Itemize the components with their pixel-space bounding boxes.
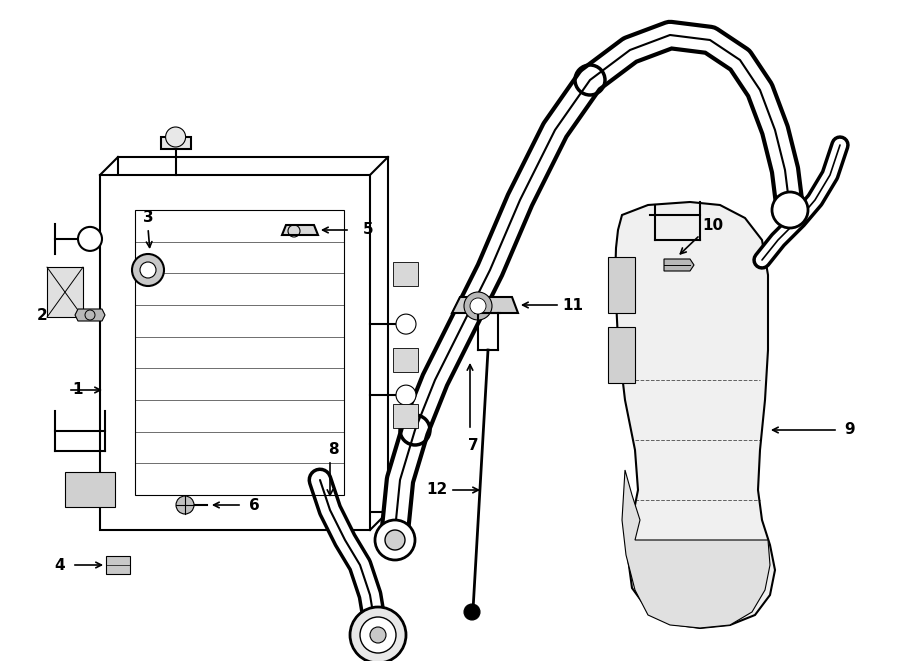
Text: 8: 8 (328, 442, 338, 457)
Circle shape (470, 298, 486, 314)
Bar (106, 556, 130, 574)
Circle shape (370, 627, 386, 643)
Text: 1: 1 (73, 383, 83, 397)
Circle shape (396, 314, 416, 334)
Text: 6: 6 (248, 498, 259, 512)
Circle shape (375, 520, 415, 560)
Polygon shape (664, 259, 694, 271)
Text: 4: 4 (55, 557, 66, 572)
Text: 5: 5 (363, 223, 374, 237)
Circle shape (396, 385, 416, 405)
Circle shape (166, 127, 185, 147)
Circle shape (464, 292, 492, 320)
Polygon shape (100, 175, 370, 530)
Text: 2: 2 (37, 307, 48, 323)
Bar (160, 137, 191, 149)
Polygon shape (608, 327, 635, 383)
Circle shape (140, 262, 156, 278)
Circle shape (176, 496, 194, 514)
Circle shape (350, 607, 406, 661)
Polygon shape (75, 309, 105, 321)
Polygon shape (47, 267, 83, 317)
Text: 7: 7 (468, 438, 478, 453)
Text: 12: 12 (427, 483, 447, 498)
Polygon shape (622, 470, 770, 628)
Circle shape (132, 254, 164, 286)
Polygon shape (608, 257, 635, 313)
Polygon shape (282, 225, 318, 235)
Text: 3: 3 (143, 210, 153, 225)
Bar (393, 348, 418, 371)
Circle shape (464, 604, 480, 620)
Circle shape (78, 227, 102, 251)
Bar (135, 210, 344, 495)
Bar (65, 473, 115, 508)
Polygon shape (452, 297, 518, 313)
Polygon shape (615, 202, 775, 628)
Text: 9: 9 (845, 422, 855, 438)
Text: 11: 11 (562, 297, 583, 313)
Circle shape (360, 617, 396, 653)
Text: 10: 10 (702, 217, 724, 233)
Circle shape (772, 192, 808, 228)
Circle shape (385, 530, 405, 550)
Bar (393, 262, 418, 286)
Bar (393, 405, 418, 428)
